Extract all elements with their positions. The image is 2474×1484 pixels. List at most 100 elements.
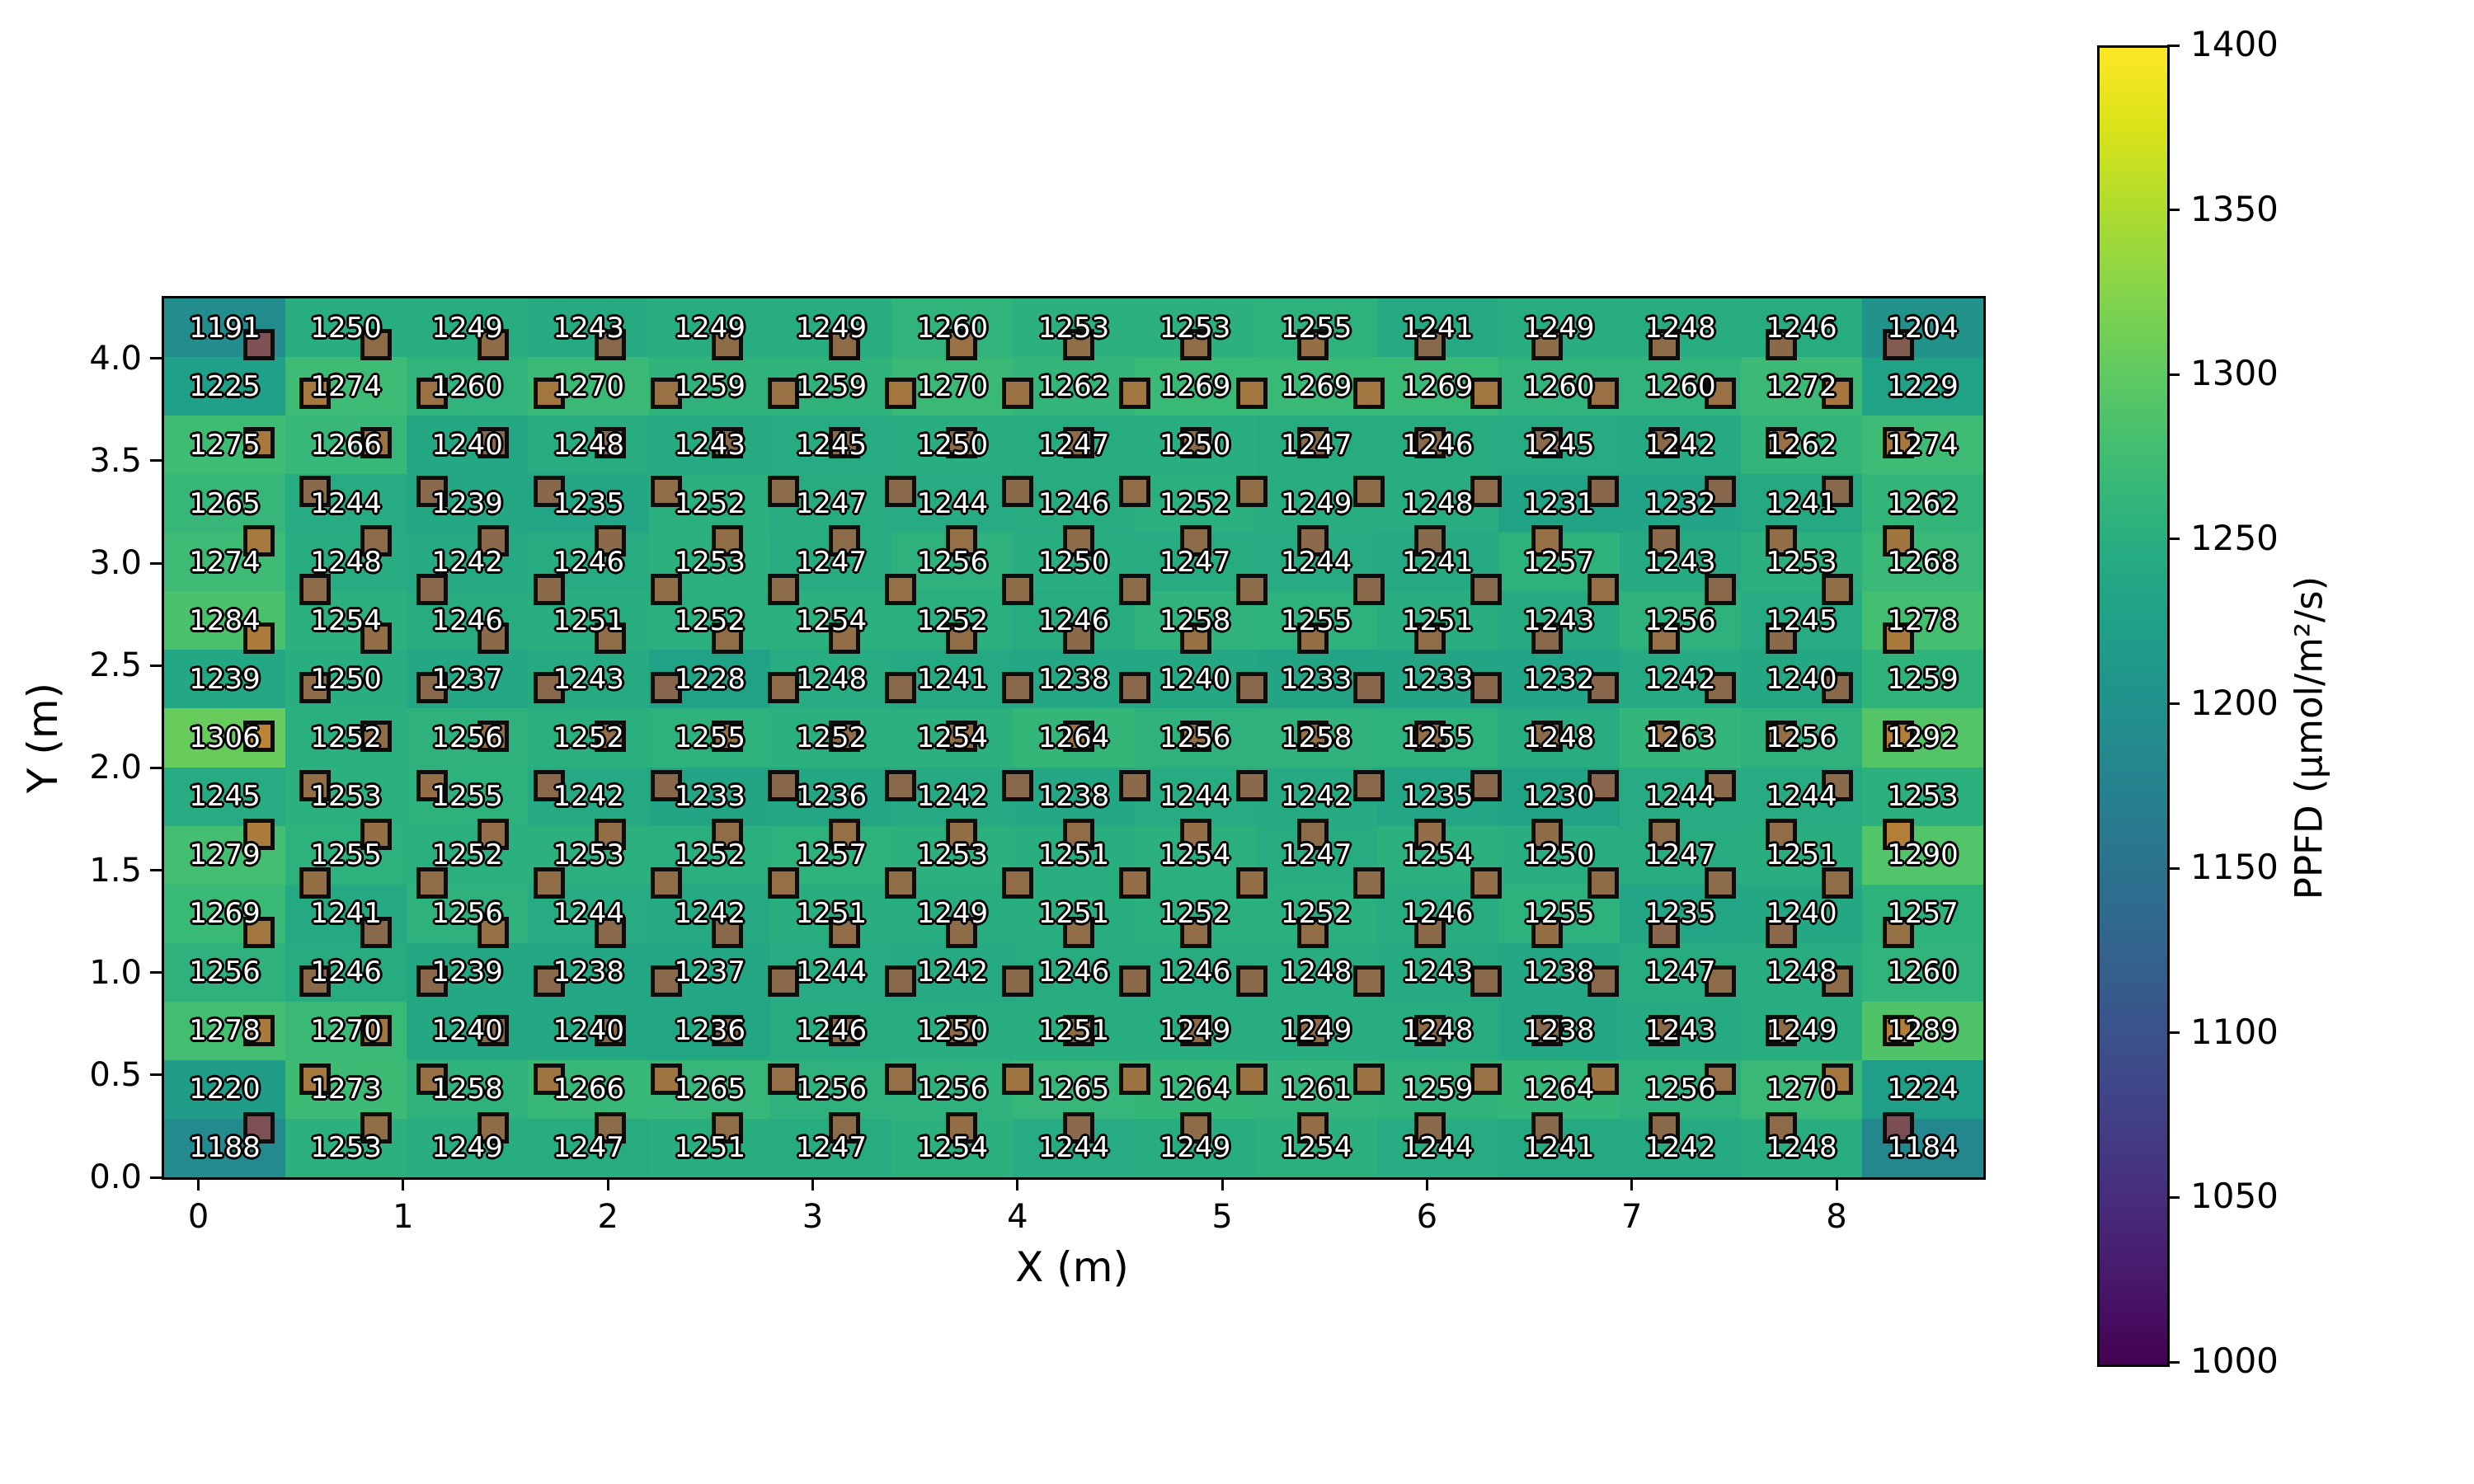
cell-value: 1255 xyxy=(431,780,503,814)
light-fixture-marker xyxy=(1883,916,1914,948)
cell-value: 1256 xyxy=(916,1073,989,1106)
cell-value: 1278 xyxy=(189,1014,261,1048)
cell-value: 1245 xyxy=(1766,603,1837,637)
light-fixture-marker xyxy=(829,622,860,655)
heatmap-cell xyxy=(164,1059,286,1120)
heatmap-cell xyxy=(1740,1001,1863,1061)
x-tick-label: 5 xyxy=(1211,1198,1233,1236)
cell-value: 1251 xyxy=(553,603,624,637)
light-fixture-marker xyxy=(712,1112,743,1144)
colorbar-tick-label: 1050 xyxy=(2190,1176,2279,1217)
light-fixture-marker xyxy=(1180,721,1211,753)
cell-value: 1256 xyxy=(189,956,261,989)
heatmap-cell xyxy=(1861,1118,1984,1178)
cell-value: 1249 xyxy=(1766,1014,1837,1048)
light-fixture-marker xyxy=(712,1014,743,1046)
cell-value: 1229 xyxy=(1887,369,1959,403)
light-fixture-marker xyxy=(477,721,509,753)
x-tick-label: 0 xyxy=(187,1198,209,1236)
cell-value: 1252 xyxy=(674,486,746,520)
cell-value: 1246 xyxy=(1401,897,1474,931)
cell-value: 1262 xyxy=(1887,486,1959,520)
cell-value: 1254 xyxy=(1159,838,1231,872)
cell-value: 1247 xyxy=(795,486,868,520)
light-fixture-marker xyxy=(1119,476,1150,508)
cell-value: 1268 xyxy=(1887,545,1959,579)
light-fixture-marker xyxy=(712,622,743,655)
light-fixture-marker xyxy=(1002,867,1033,899)
cell-value: 1257 xyxy=(795,838,868,872)
light-fixture-marker xyxy=(1063,329,1094,360)
light-fixture-marker xyxy=(299,1064,331,1095)
light-fixture-marker xyxy=(477,329,509,360)
light-fixture-marker xyxy=(477,1112,509,1144)
light-fixture-marker xyxy=(1002,769,1033,801)
x-tick-label: 7 xyxy=(1620,1198,1643,1236)
cell-value: 1259 xyxy=(674,369,746,403)
light-fixture-marker xyxy=(946,426,977,458)
light-fixture-marker xyxy=(712,916,743,948)
heatmap-cell xyxy=(1619,298,1742,358)
cell-value: 1252 xyxy=(1159,897,1231,931)
light-fixture-marker xyxy=(885,378,916,410)
light-fixture-marker xyxy=(243,1014,275,1046)
cell-value: 1242 xyxy=(916,956,989,989)
light-fixture-marker xyxy=(1587,574,1619,605)
light-fixture-marker xyxy=(1587,671,1619,703)
cell-value: 1255 xyxy=(1401,721,1474,754)
cell-value: 1248 xyxy=(1280,956,1352,989)
light-fixture-marker xyxy=(1180,819,1211,850)
light-fixture-marker xyxy=(595,426,626,458)
cell-value: 1228 xyxy=(674,662,746,696)
cell-value: 1270 xyxy=(1766,1073,1837,1106)
y-tick-label: 1.5 xyxy=(89,851,142,890)
cell-value: 1248 xyxy=(1644,311,1716,345)
cell-value: 1242 xyxy=(1280,780,1352,814)
cell-value: 1255 xyxy=(1280,311,1352,345)
light-fixture-marker xyxy=(1705,1064,1736,1095)
light-fixture-marker xyxy=(477,916,509,948)
cell-value: 1253 xyxy=(1887,780,1959,814)
cell-value: 1241 xyxy=(916,662,989,696)
cell-value: 1246 xyxy=(1766,311,1837,345)
light-fixture-marker xyxy=(595,721,626,753)
light-fixture-marker xyxy=(1353,769,1385,801)
cell-value: 1246 xyxy=(795,1014,868,1048)
light-fixture-marker xyxy=(1531,1014,1563,1046)
cell-value: 1248 xyxy=(795,662,868,696)
cell-value: 1247 xyxy=(1280,428,1352,462)
cell-value: 1275 xyxy=(189,428,261,462)
cell-value: 1240 xyxy=(1766,897,1837,931)
light-fixture-marker xyxy=(243,819,275,850)
light-fixture-marker xyxy=(1002,476,1033,508)
cell-value: 1252 xyxy=(795,721,868,754)
x-tick-mark xyxy=(402,1177,405,1190)
cell-value: 1254 xyxy=(1401,838,1474,872)
cell-value: 1255 xyxy=(1522,897,1595,931)
light-fixture-marker xyxy=(1883,524,1914,556)
cell-value: 1264 xyxy=(1159,1073,1231,1106)
light-fixture-marker xyxy=(712,819,743,850)
light-fixture-marker xyxy=(1470,476,1502,508)
light-fixture-marker xyxy=(1766,524,1797,556)
cell-value: 1260 xyxy=(1887,956,1959,989)
cell-value: 1256 xyxy=(916,545,989,579)
cell-value: 1260 xyxy=(916,311,989,345)
cell-value: 1251 xyxy=(1037,838,1110,872)
light-fixture-marker xyxy=(1119,867,1150,899)
cell-value: 1239 xyxy=(431,956,503,989)
light-fixture-marker xyxy=(1470,574,1502,605)
heatmap-cell xyxy=(649,416,771,475)
cell-value: 1248 xyxy=(1401,1014,1474,1048)
light-fixture-marker xyxy=(1353,1064,1385,1095)
light-fixture-marker xyxy=(1180,916,1211,948)
light-fixture-marker xyxy=(416,476,448,508)
cell-value: 1248 xyxy=(310,545,382,579)
cell-value: 1265 xyxy=(674,1073,746,1106)
heatmap-cell xyxy=(1861,416,1984,475)
heatmap-cell xyxy=(1619,416,1742,475)
light-fixture-marker xyxy=(1531,819,1563,850)
heatmap-cell xyxy=(1861,357,1984,416)
light-fixture-marker xyxy=(829,721,860,753)
cell-value: 1256 xyxy=(1644,603,1716,637)
